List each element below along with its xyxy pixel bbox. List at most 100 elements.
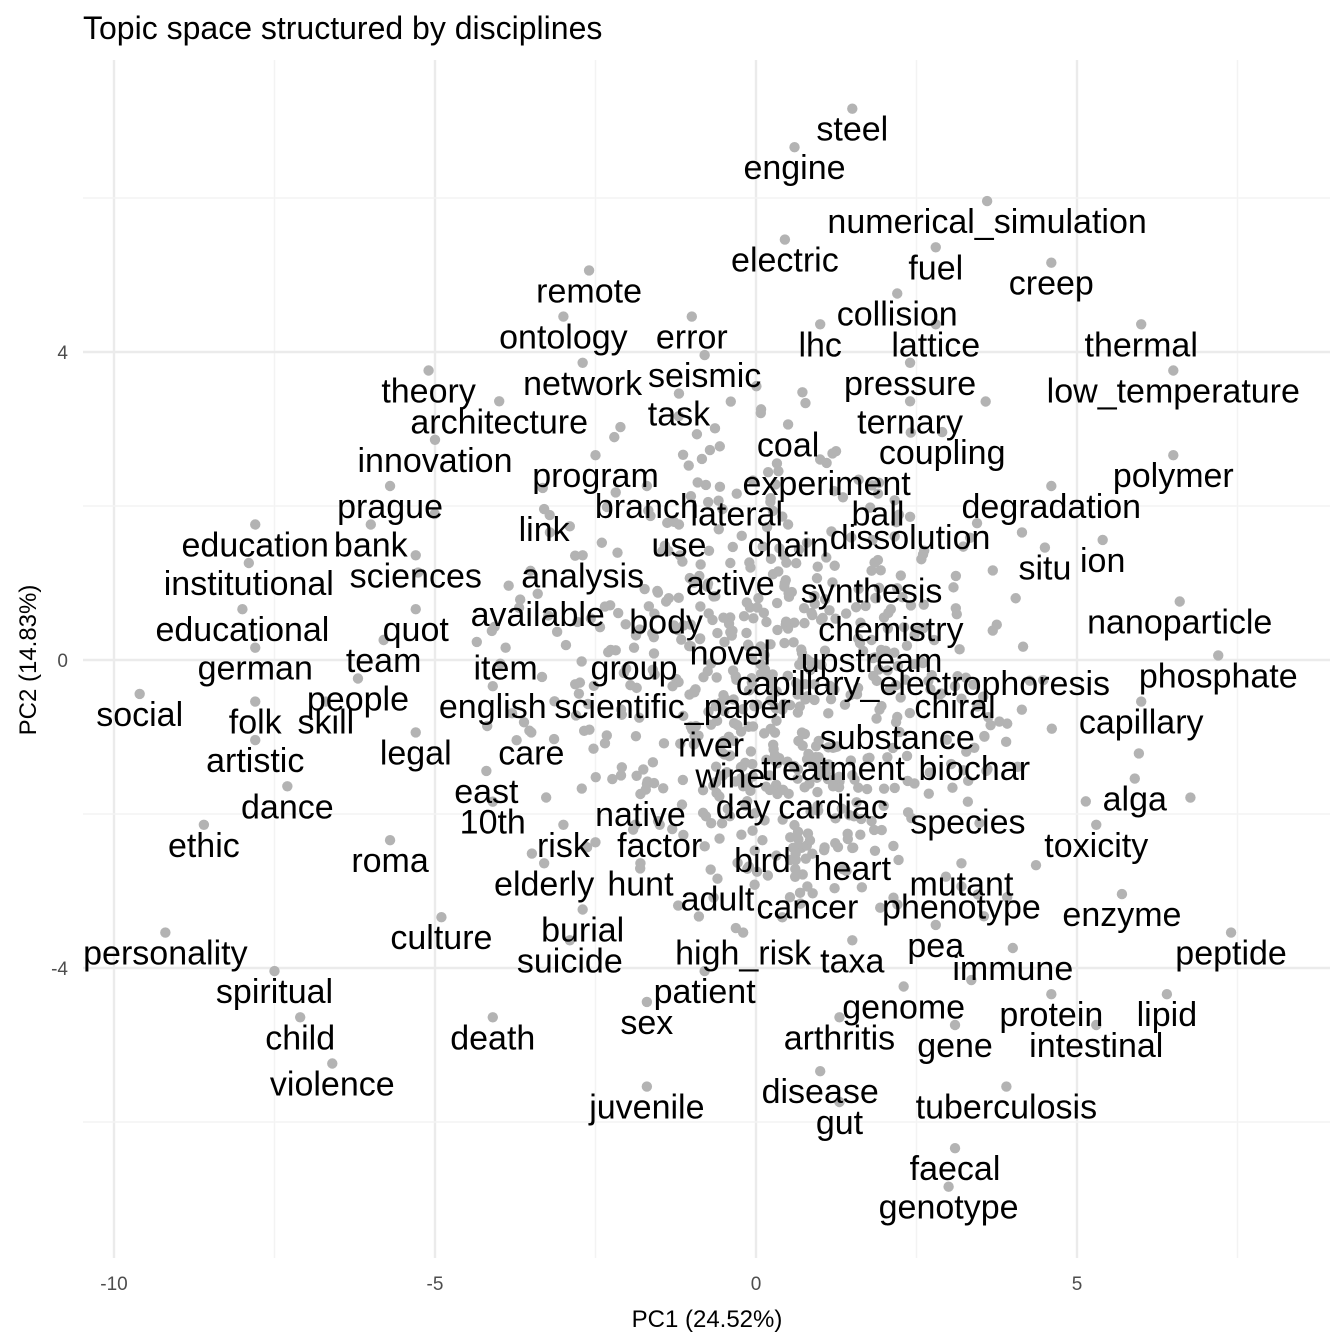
background-points	[412, 380, 1196, 986]
background-point	[747, 475, 759, 486]
background-point	[770, 703, 782, 714]
word-label: available	[471, 596, 605, 634]
background-point	[1185, 792, 1196, 803]
word-point	[1091, 819, 1102, 830]
background-point	[778, 698, 790, 710]
background-point	[929, 634, 940, 646]
word-point	[1046, 480, 1057, 492]
background-point	[1001, 891, 1013, 903]
background-point	[801, 537, 813, 548]
background-point	[643, 505, 654, 516]
background-point	[994, 716, 1005, 727]
background-point	[764, 770, 775, 781]
word-point	[641, 1081, 653, 1092]
background-point	[761, 754, 772, 766]
word-point	[956, 881, 967, 892]
word-point	[705, 719, 717, 730]
background-point	[779, 637, 790, 649]
background-point	[1080, 796, 1091, 807]
word-label: ball	[852, 496, 905, 534]
background-point	[788, 637, 799, 648]
background-point	[893, 509, 905, 520]
background-point	[596, 537, 608, 548]
background-point	[830, 837, 841, 849]
background-point	[599, 738, 611, 749]
word-label: body	[629, 604, 703, 642]
word-point	[815, 319, 826, 330]
background-point	[648, 777, 660, 789]
word-label: error	[656, 319, 728, 357]
word-point	[943, 1181, 954, 1192]
background-point	[880, 645, 891, 657]
background-point	[820, 768, 832, 780]
word-point	[802, 881, 813, 892]
word-label: pea	[907, 927, 964, 965]
background-point	[741, 796, 753, 807]
word-label: architecture	[410, 403, 588, 441]
background-point	[710, 591, 721, 602]
x-tick-label: -5	[427, 1274, 444, 1295]
background-point	[710, 761, 722, 772]
word-point	[847, 935, 858, 946]
word-label: educational	[155, 611, 329, 649]
background-point	[602, 646, 614, 658]
background-point	[960, 672, 972, 683]
word-label: group	[591, 650, 678, 688]
background-point	[926, 669, 937, 681]
background-point	[780, 616, 792, 627]
word-point	[815, 1066, 826, 1077]
background-point	[875, 565, 886, 576]
background-point	[813, 735, 824, 747]
word-point	[365, 519, 376, 530]
word-point	[821, 457, 832, 469]
word-label: violence	[270, 1066, 395, 1104]
word-label: phosphate	[1139, 657, 1298, 695]
word-label: suicide	[517, 942, 623, 980]
background-point	[866, 480, 878, 491]
background-point	[576, 783, 587, 794]
background-point	[652, 585, 663, 597]
word-point	[410, 727, 421, 738]
word-label: biochar	[919, 750, 1031, 788]
word-label: east	[454, 773, 519, 811]
word-point	[436, 912, 447, 923]
word-label: item	[474, 650, 538, 688]
word-label: fuel	[908, 249, 963, 287]
background-point	[893, 854, 904, 866]
background-point	[745, 746, 757, 757]
background-point	[471, 636, 482, 648]
word-point	[198, 819, 210, 830]
word-point	[1225, 927, 1237, 938]
background-point	[868, 824, 880, 836]
background-point	[1016, 704, 1028, 715]
word-label: artistic	[206, 742, 304, 780]
background-point	[765, 639, 776, 650]
background-point	[770, 479, 781, 490]
background-point	[695, 601, 706, 612]
word-label: elderly	[494, 865, 594, 903]
word-label: engine	[743, 149, 845, 187]
background-point	[901, 750, 913, 762]
word-label: task	[648, 396, 711, 434]
background-point	[895, 570, 907, 581]
background-point	[662, 545, 674, 557]
background-point	[700, 479, 712, 491]
background-point	[908, 658, 920, 670]
background-point	[582, 698, 594, 710]
word-point	[250, 519, 261, 530]
background-point	[702, 496, 714, 508]
background-point	[934, 689, 945, 700]
background-point	[825, 693, 837, 705]
background-point	[797, 387, 808, 398]
word-label: folk	[229, 704, 283, 742]
background-point	[648, 648, 660, 659]
background-point	[711, 672, 722, 683]
background-point	[685, 491, 697, 502]
background-point	[543, 610, 554, 621]
word-label: social	[96, 696, 183, 734]
word-point	[1039, 542, 1051, 553]
word-label: quot	[383, 611, 450, 649]
background-point	[658, 738, 670, 749]
background-point	[794, 659, 805, 671]
background-point	[790, 558, 802, 569]
